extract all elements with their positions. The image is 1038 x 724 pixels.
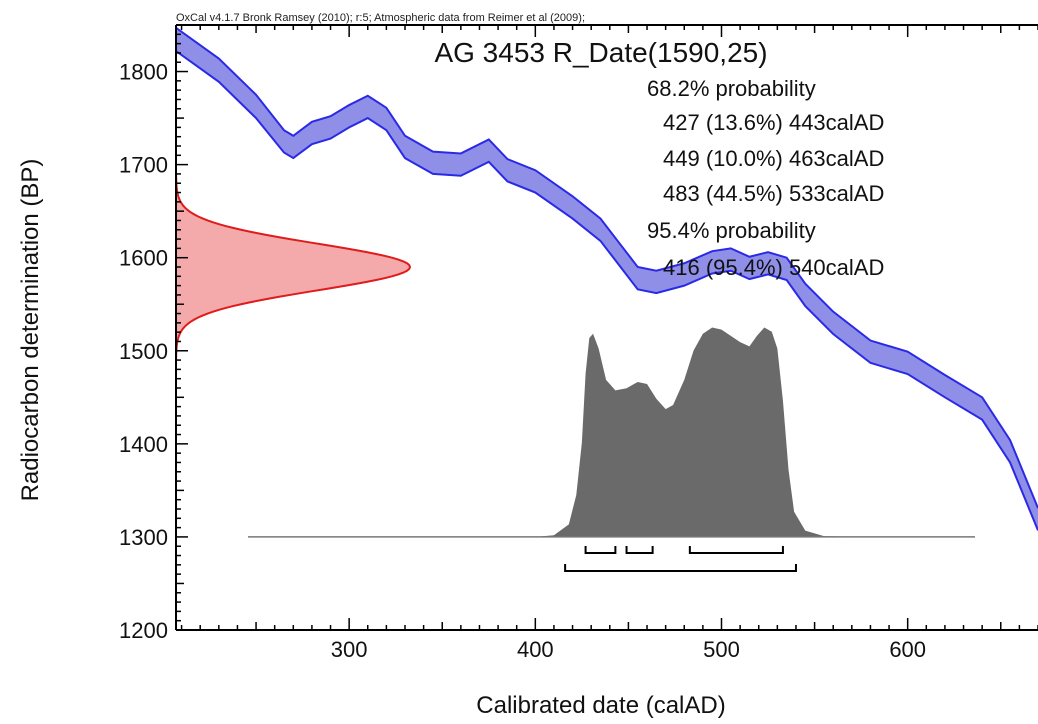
- range-68-bracket-3: [688, 546, 784, 554]
- y-tick-label: 1400: [119, 432, 168, 457]
- probability-line-3: 449 (10.0%) 463calAD: [663, 146, 884, 171]
- header-text: OxCal v4.1.7 Bronk Ramsey (2010); r:5; A…: [176, 12, 585, 24]
- x-tick-label: 400: [517, 637, 554, 662]
- probability-line-4: 483 (44.5%) 533calAD: [663, 181, 884, 206]
- y-tick-label: 1500: [119, 339, 168, 364]
- range-68-bracket-1: [584, 546, 617, 554]
- calibrated-date-distribution: [237, 327, 1038, 537]
- axes: 300 400 500 600 1200 1300 1400 1500 1600 1700 1800: [119, 24, 1038, 662]
- y-tick-label: 1700: [119, 153, 168, 178]
- y-tick-label: 1300: [119, 525, 168, 550]
- x-tick-label: 600: [889, 637, 926, 662]
- probability-summary: 68.2% probability 427 (13.6%) 443calAD 449…: [647, 76, 884, 280]
- y-tick-label: 1600: [119, 246, 168, 271]
- chart-title: AG 3453 R_Date(1590,25): [434, 37, 767, 68]
- calibration-curve-upper: [176, 26, 1038, 509]
- range-95-bracket-1: [564, 564, 797, 572]
- plot-content: [176, 26, 1038, 572]
- calibration-curve-lower: [176, 50, 1038, 531]
- radiocarbon-date-distribution: [176, 172, 412, 362]
- probability-line-6: 416 (95.4%) 540calAD: [663, 255, 884, 280]
- probability-line-1: 68.2% probability: [647, 76, 816, 101]
- x-tick-label: 300: [331, 637, 368, 662]
- probability-line-5: 95.4% probability: [647, 218, 816, 243]
- x-tick-label: 500: [703, 637, 740, 662]
- probability-line-2: 427 (13.6%) 443calAD: [663, 110, 884, 135]
- plot-area: [176, 26, 1038, 572]
- y-axis-title: Radiocarbon determination (BP): [17, 159, 44, 502]
- y-tick-label: 1800: [119, 60, 168, 85]
- range-68-bracket-2: [625, 546, 654, 554]
- y-tick-label: 1200: [119, 618, 168, 643]
- x-axis-title: Calibrated date (calAD): [476, 692, 725, 719]
